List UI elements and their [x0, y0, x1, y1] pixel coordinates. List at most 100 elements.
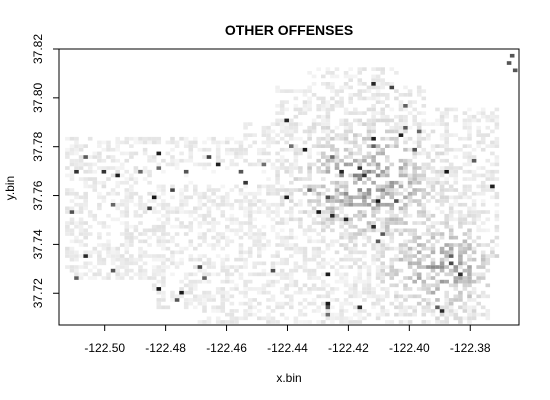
heatmap-cell — [421, 104, 427, 108]
heatmap-cell — [453, 202, 459, 207]
heatmap-cell — [202, 232, 207, 236]
heatmap-cell — [307, 151, 312, 156]
heatmap-cell — [467, 309, 472, 313]
heatmap-cell — [444, 114, 449, 119]
heatmap-cell — [83, 191, 88, 196]
heatmap-cell — [353, 107, 358, 112]
heatmap-cell — [133, 191, 139, 196]
heatmap-cell — [334, 298, 340, 302]
heatmap-cell — [421, 129, 427, 134]
heatmap-cell — [471, 272, 477, 277]
heatmap-cell — [266, 272, 271, 277]
heatmap-cell — [115, 140, 120, 145]
heatmap-cell — [302, 257, 308, 262]
heatmap-cell — [490, 144, 495, 148]
heatmap-cell — [129, 144, 134, 148]
heatmap-cell — [243, 221, 248, 225]
heatmap-cell — [462, 232, 468, 236]
heatmap-cell — [462, 151, 468, 156]
heatmap-cell — [353, 144, 358, 148]
heatmap-cell — [462, 261, 468, 266]
heatmap-cell — [142, 147, 148, 152]
heatmap-cell — [74, 250, 79, 255]
y-tick-label: 37.76 — [31, 180, 45, 210]
heatmap-cell — [220, 294, 226, 299]
heatmap-cell — [147, 155, 152, 159]
heatmap-cell — [74, 191, 79, 196]
heatmap-cell — [462, 309, 468, 313]
heatmap-cell — [375, 96, 381, 101]
heatmap-cell — [448, 206, 454, 211]
heatmap-cell — [453, 169, 459, 174]
heatmap-cell — [188, 290, 194, 295]
heatmap-cell — [124, 250, 130, 255]
heatmap-cell — [202, 221, 207, 225]
heatmap-cell — [293, 122, 299, 126]
heatmap-cell — [421, 162, 427, 167]
heatmap-cell — [133, 140, 139, 145]
heatmap-cell — [165, 202, 171, 207]
heatmap-cell — [220, 265, 226, 269]
heatmap-cell — [380, 254, 385, 258]
heatmap-cell — [343, 265, 349, 269]
heatmap-cell — [161, 261, 166, 266]
heatmap-cell — [357, 250, 363, 255]
heatmap-cell — [448, 162, 454, 167]
heatmap-cell — [307, 235, 312, 240]
heatmap-cell — [215, 206, 221, 211]
heatmap-cell — [416, 173, 422, 178]
heatmap-cell — [188, 147, 194, 152]
heatmap-cell — [284, 272, 289, 277]
heatmap-cell — [385, 221, 390, 225]
heatmap-cell — [380, 239, 385, 244]
heatmap-cell — [467, 188, 472, 192]
heatmap-cell — [179, 202, 184, 207]
heatmap-cell — [183, 246, 189, 251]
heatmap-cell — [247, 246, 253, 251]
heatmap-cell — [147, 173, 152, 178]
heatmap-cell — [311, 301, 317, 306]
heatmap-cell — [480, 290, 486, 295]
heatmap-cell — [430, 213, 436, 218]
heatmap-cell — [238, 151, 244, 156]
heatmap-cell — [458, 136, 463, 141]
heatmap-cell — [471, 305, 477, 310]
heatmap-cell — [97, 155, 102, 159]
heatmap-cell — [289, 301, 294, 306]
heatmap-cell — [448, 224, 454, 229]
heatmap-cell — [430, 221, 436, 225]
heatmap-cell — [302, 129, 308, 134]
heatmap-cell — [485, 184, 491, 189]
heatmap-cell — [188, 272, 194, 277]
heatmap-cell — [247, 199, 253, 203]
heatmap-cell — [275, 89, 280, 93]
heatmap-cell — [316, 195, 321, 200]
heatmap-cell — [284, 287, 289, 291]
heatmap-cell — [375, 162, 381, 167]
heatmap-cell — [435, 283, 440, 288]
heatmap-cell — [261, 140, 267, 145]
heatmap-cell — [302, 100, 308, 104]
heatmap-cell — [485, 114, 491, 119]
heatmap-cell — [421, 151, 427, 156]
heatmap-cell — [453, 188, 459, 192]
y-tick-label: 37.78 — [31, 131, 45, 161]
heatmap-cell — [165, 206, 171, 211]
heatmap-cell — [380, 107, 385, 112]
heatmap-cell — [257, 246, 262, 251]
heatmap-cell — [471, 213, 477, 218]
heatmap-cell — [375, 166, 381, 170]
heatmap-cell — [289, 283, 294, 288]
heatmap-cell — [206, 265, 212, 269]
heatmap-cell — [448, 272, 454, 277]
heatmap-cell — [266, 191, 271, 196]
heatmap-cell — [407, 104, 413, 108]
heatmap-cell — [238, 265, 244, 269]
heatmap-cell — [412, 114, 417, 119]
heatmap-cell — [124, 210, 130, 214]
heatmap-cell — [298, 188, 303, 192]
heatmap-cell — [439, 133, 445, 137]
heatmap-cell — [389, 246, 395, 251]
heatmap-cell — [325, 294, 331, 299]
heatmap-cell — [316, 320, 321, 324]
